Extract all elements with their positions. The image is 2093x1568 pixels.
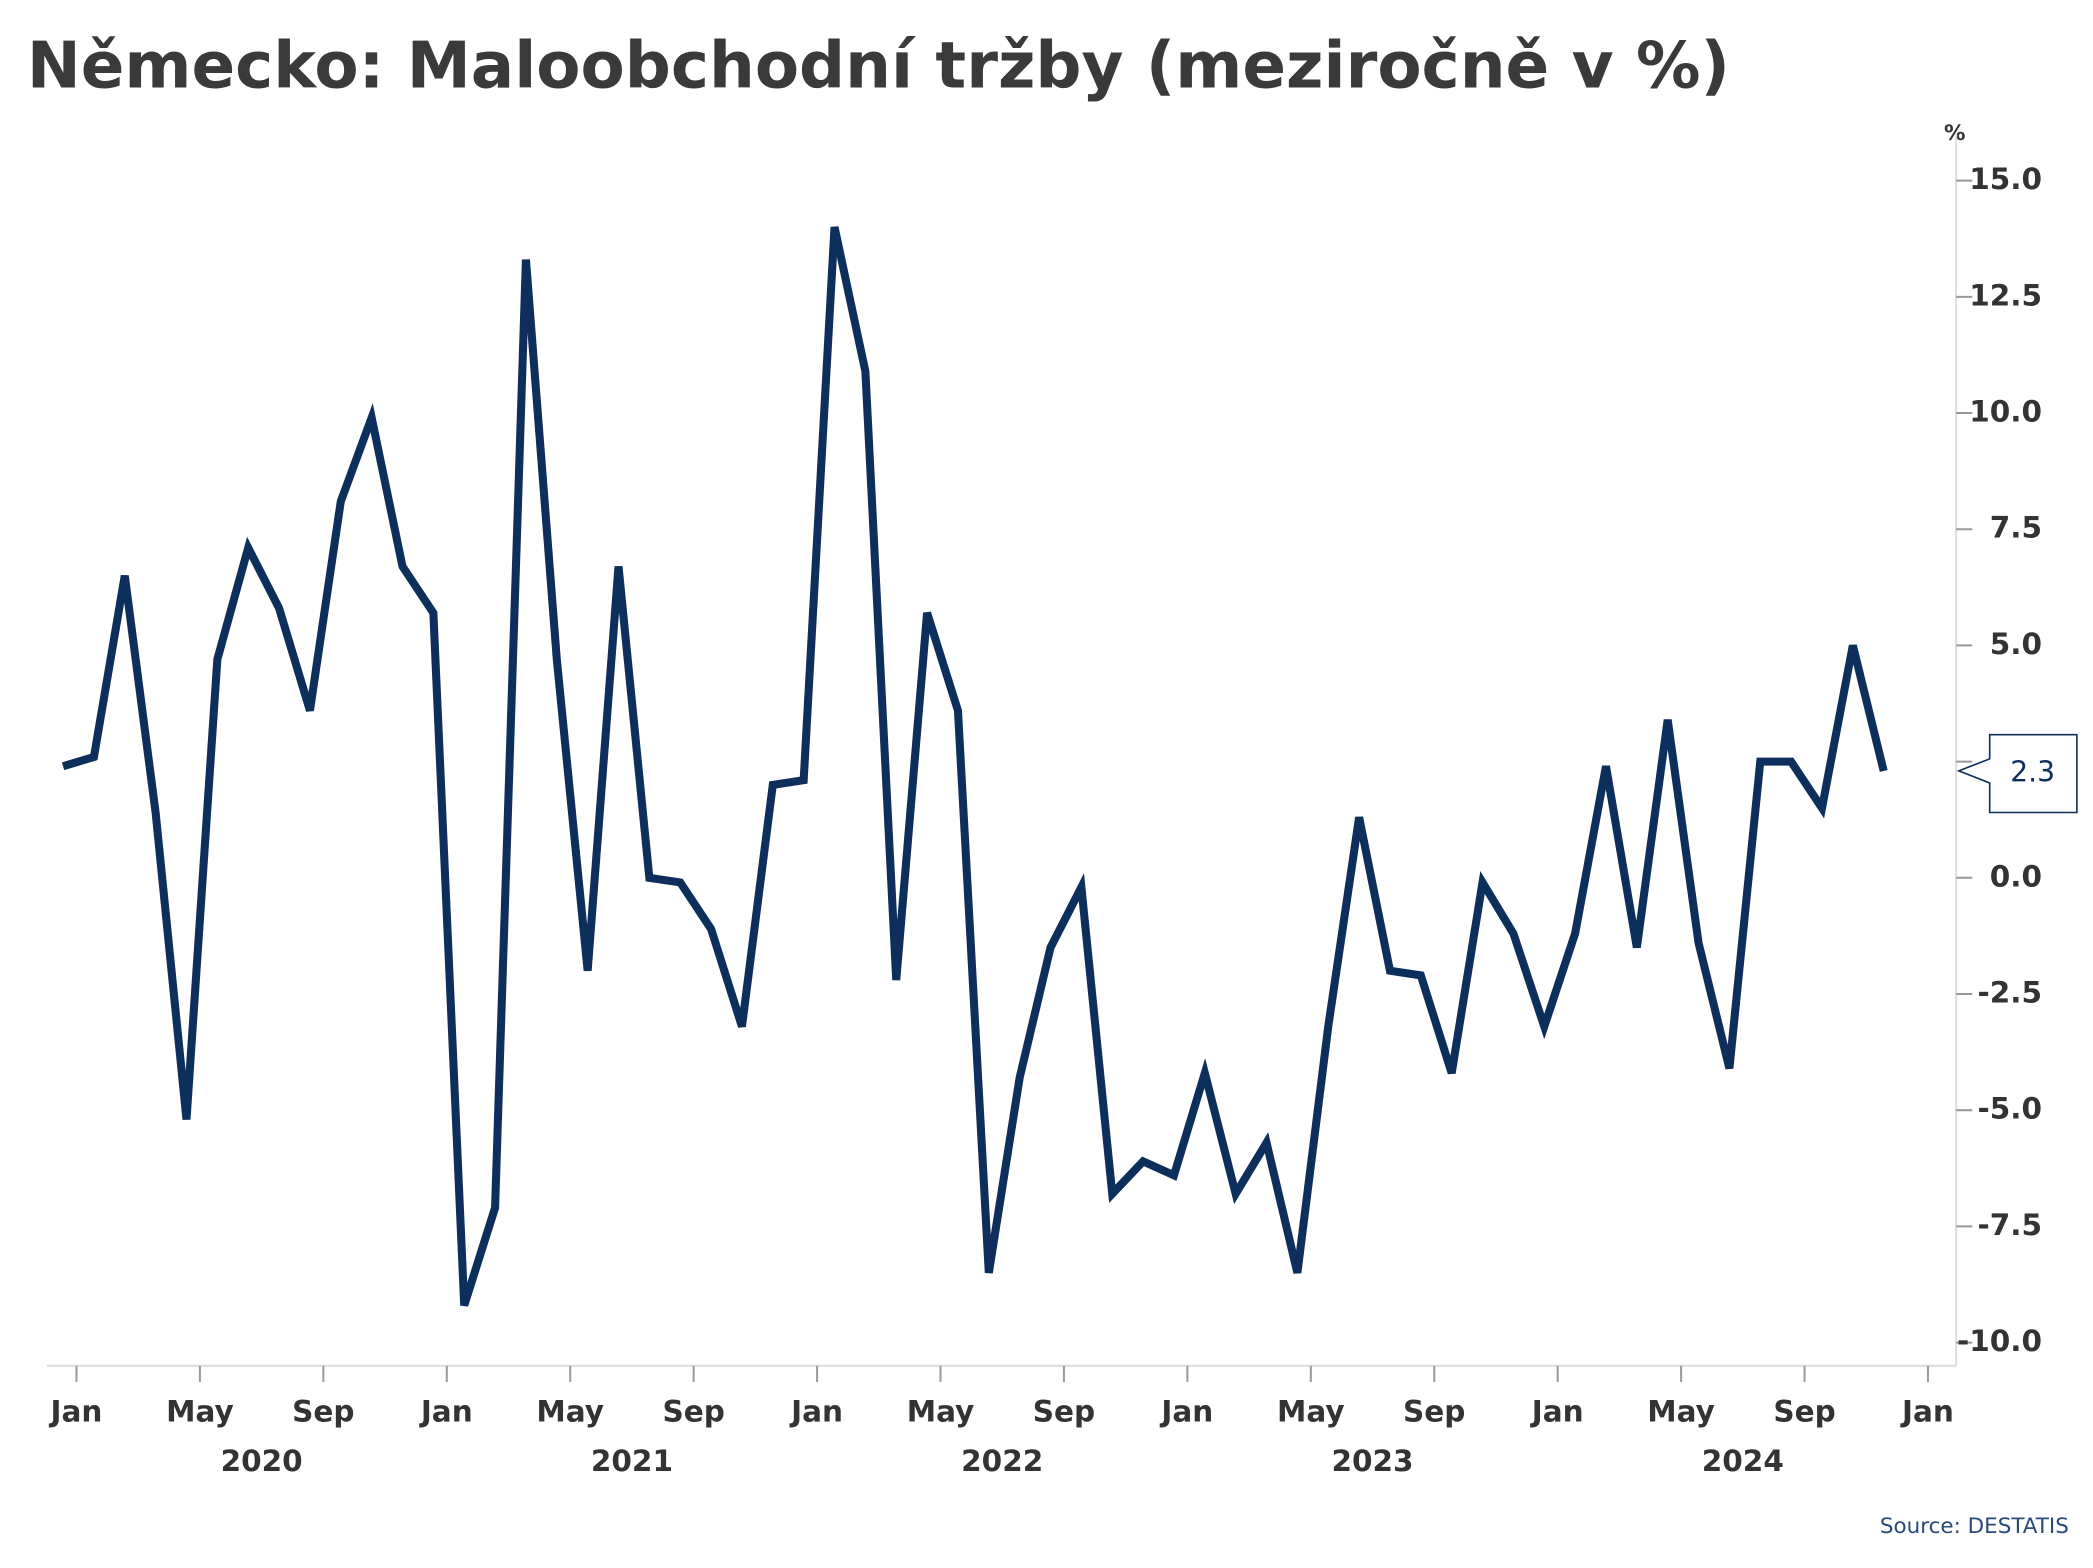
year-label: 2020 [221, 1444, 303, 1478]
x-tick-label: Sep [292, 1394, 354, 1428]
x-tick-label: May [907, 1394, 975, 1428]
y-tick-label: 15.0 [1969, 162, 2042, 196]
x-tick-label: May [1647, 1394, 1715, 1428]
data-line [61, 226, 1888, 1307]
y-tick-label: 10.0 [1969, 395, 2042, 429]
y-unit: % [1944, 121, 1965, 146]
year-label: 2024 [1702, 1444, 1784, 1478]
x-tick-label: May [1277, 1394, 1345, 1428]
y-tick-label: 12.5 [1969, 278, 2042, 312]
year-label: 2023 [1331, 1444, 1413, 1478]
x-tick-label: Jan [419, 1394, 473, 1428]
last-value-label: 2.3 [2010, 756, 2055, 789]
year-label: 2022 [961, 1444, 1043, 1478]
last-value-callout [1956, 733, 2078, 814]
y-tick-label: 0.0 [1990, 859, 2042, 893]
y-tick-label: -5.0 [1977, 1092, 2042, 1126]
x-tick-label: Sep [662, 1394, 724, 1428]
y-tick-label: -10.0 [1957, 1324, 2042, 1358]
year-label: 2021 [591, 1444, 673, 1478]
x-tick-label: Jan [1530, 1394, 1584, 1428]
y-tick-label: -7.5 [1977, 1208, 2042, 1242]
x-tick-label: May [166, 1394, 234, 1428]
x-tick-label: Sep [1033, 1394, 1095, 1428]
x-tick-label: May [536, 1394, 604, 1428]
x-tick-label: Sep [1403, 1394, 1465, 1428]
x-tick-label: Sep [1773, 1394, 1835, 1428]
y-tick-label: -2.5 [1977, 975, 2042, 1009]
chart-title: Německo: Maloobchodní tržby (meziročně v… [27, 28, 1730, 103]
y-tick-label: 5.0 [1990, 627, 2042, 661]
x-tick-label: Jan [1900, 1394, 1954, 1428]
source: Source: DESTATIS [1880, 1514, 2069, 1539]
x-tick-label: Jan [1159, 1394, 1213, 1428]
y-tick-label: 7.5 [1990, 511, 2042, 545]
x-tick-label: Jan [789, 1394, 843, 1428]
x-tick-label: Jan [49, 1394, 103, 1428]
